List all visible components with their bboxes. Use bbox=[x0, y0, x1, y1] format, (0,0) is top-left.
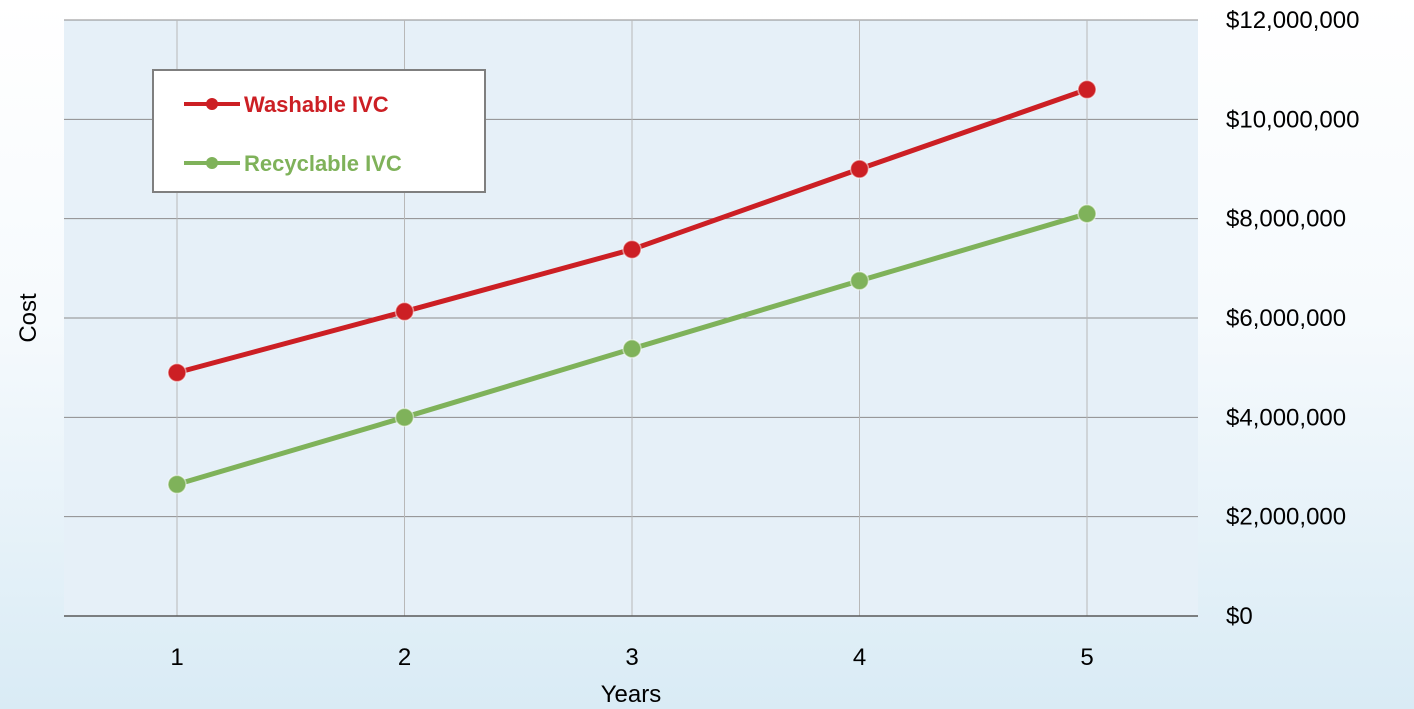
legend: Washable IVC Recyclable IVC bbox=[152, 69, 486, 193]
legend-box bbox=[152, 69, 486, 193]
data-point bbox=[849, 271, 870, 291]
legend-marker-washable bbox=[206, 98, 218, 110]
series-washable bbox=[167, 79, 1097, 383]
x-tick-label: 1 bbox=[170, 644, 183, 671]
y-tick-label: $4,000,000 bbox=[1226, 404, 1346, 431]
legend-item-washable: Washable IVC bbox=[184, 92, 389, 117]
horizontal-gridlines bbox=[64, 19, 1198, 518]
data-point bbox=[1077, 203, 1097, 224]
y-tick-label: $0 bbox=[1226, 603, 1253, 630]
data-point bbox=[849, 159, 870, 179]
legend-label-recyclable: Recyclable IVC bbox=[244, 151, 402, 176]
y-axis-tick-labels: $0 $2,000,000 $4,000,000 $6,000,000 $8,000,0… bbox=[1226, 7, 1359, 630]
legend-item-recyclable: Recyclable IVC bbox=[184, 151, 402, 176]
series-recyclable bbox=[167, 203, 1097, 495]
series-layer bbox=[167, 79, 1097, 495]
data-point bbox=[167, 362, 187, 383]
data-point bbox=[394, 301, 415, 322]
y-tick-label: $12,000,000 bbox=[1226, 7, 1359, 34]
legend-label-washable: Washable IVC bbox=[244, 92, 389, 117]
x-axis-title: Years bbox=[601, 681, 662, 708]
x-tick-label: 2 bbox=[398, 644, 411, 671]
y-tick-label: $10,000,000 bbox=[1226, 106, 1359, 133]
data-point bbox=[622, 339, 642, 359]
data-point bbox=[1077, 79, 1097, 100]
x-tick-label: 3 bbox=[625, 644, 638, 671]
data-point bbox=[167, 474, 187, 495]
legend-marker-recyclable bbox=[206, 157, 218, 169]
data-point bbox=[394, 407, 415, 428]
y-tick-label: $6,000,000 bbox=[1226, 305, 1346, 332]
x-tick-label: 4 bbox=[853, 644, 866, 671]
x-axis-tick-labels: 1 2 3 4 5 bbox=[170, 644, 1093, 671]
y-axis-title: Cost bbox=[15, 293, 42, 343]
x-tick-label: 5 bbox=[1080, 644, 1093, 671]
data-point bbox=[622, 239, 642, 260]
y-tick-label: $2,000,000 bbox=[1226, 504, 1346, 531]
y-tick-label: $8,000,000 bbox=[1226, 206, 1346, 233]
